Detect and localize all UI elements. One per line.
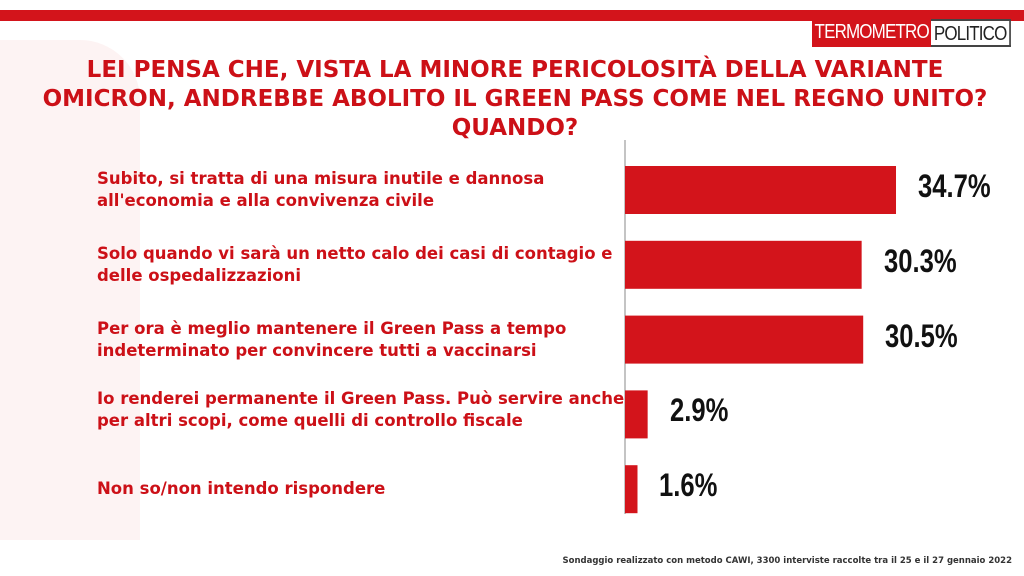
category-label: Per ora è meglio mantenere il Green Pass… <box>97 318 567 360</box>
chart-title: LEI PENSA CHE, VISTA LA MINORE PERICOLOS… <box>42 57 988 141</box>
logo-left: TERMOMETRO <box>812 19 932 47</box>
footnote: Sondaggio realizzato con metodo CAWI, 33… <box>562 556 1012 566</box>
category-label: Io renderei permanente il Green Pass. Pu… <box>97 389 625 431</box>
bar <box>625 240 862 289</box>
bar <box>625 315 864 364</box>
logo: TERMOMETRO POLITICO <box>812 19 1011 47</box>
bar <box>625 390 648 439</box>
value-label: 1.6% <box>659 467 718 504</box>
bar <box>625 465 638 514</box>
value-label: 30.5% <box>885 317 958 354</box>
value-label: 2.9% <box>669 392 728 429</box>
value-label: 34.7% <box>918 168 991 204</box>
bar <box>625 166 897 214</box>
category-label: Subito, si tratta di una misura inutile … <box>97 169 545 210</box>
category-label: Solo quando vi sarà un netto calo dei ca… <box>97 243 613 285</box>
value-label: 30.3% <box>883 242 957 279</box>
background-shape <box>0 40 140 540</box>
top-bar <box>0 10 1024 21</box>
logo-right: POLITICO <box>931 19 1011 47</box>
category-label: Non so/non intendo rispondere <box>97 479 386 499</box>
